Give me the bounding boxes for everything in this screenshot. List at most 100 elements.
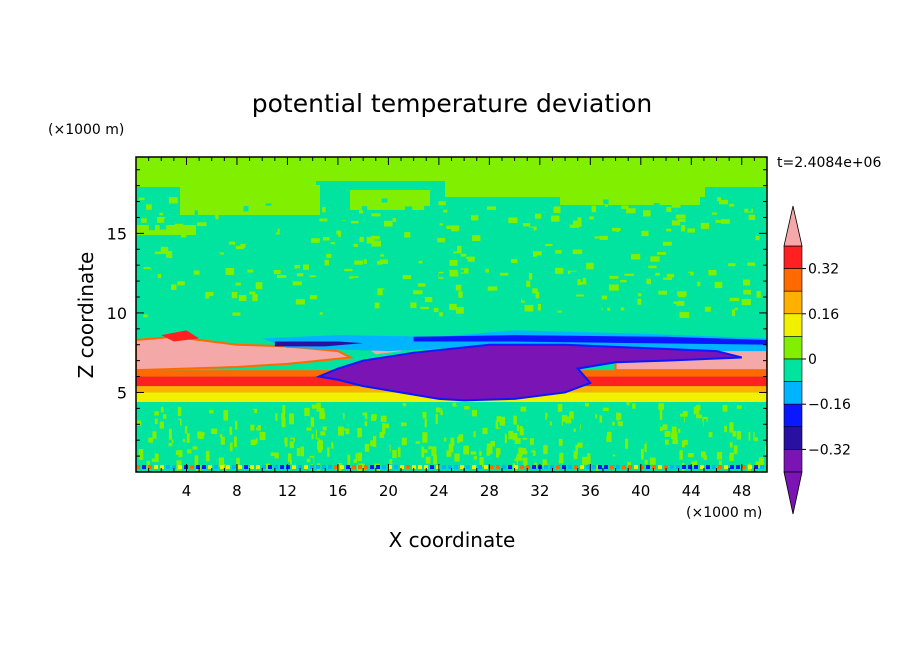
y-axis-ticks: 5 10 15 — [107, 169, 767, 457]
lower-noise-cell — [319, 408, 325, 418]
lower-noise-cell — [257, 425, 261, 431]
upper-noise-cell — [455, 307, 464, 314]
upper-noise-cell — [748, 207, 752, 212]
lower-noise-cell — [678, 445, 682, 452]
colorbar-bin — [783, 358, 803, 382]
upper-noise-cell — [371, 213, 381, 217]
upper-noise-cell — [666, 228, 672, 232]
lower-noise-cell — [716, 402, 722, 412]
lower-noise-cell — [699, 437, 706, 446]
lower-noise-cell — [762, 410, 767, 418]
lower-noise-cell — [633, 432, 638, 438]
surface-noise-cell — [556, 465, 560, 469]
upper-noise-cell — [601, 295, 608, 300]
upper-noise-cell — [682, 291, 687, 297]
x-tick-label: 16 — [328, 482, 347, 500]
upper-noise-cell — [381, 198, 388, 203]
colorbar-label: 0.16 — [808, 307, 839, 323]
upper-noise-cell — [741, 294, 750, 300]
upper-noise-cell — [586, 262, 594, 270]
upper-noise-cell — [232, 312, 241, 316]
upper-noise-cell — [196, 222, 207, 227]
upper-noise-cell — [353, 243, 358, 247]
upper-noise-cell — [582, 277, 587, 284]
lower-noise-cell — [206, 409, 210, 418]
lower-noise-cell — [438, 436, 441, 445]
upper-noise-cell — [332, 217, 342, 223]
upper-noise-cell — [427, 260, 433, 267]
upper-noise-cell — [154, 266, 160, 270]
lower-noise-cell — [664, 430, 671, 437]
surface-noise-cell — [148, 465, 152, 469]
upper-noise-cell — [247, 269, 254, 273]
upper-noise-cell — [391, 288, 400, 295]
lower-noise-cell — [527, 452, 534, 458]
lower-noise-cell — [218, 457, 224, 467]
lower-noise-cell — [497, 448, 501, 455]
upper-noise-cell — [560, 222, 568, 229]
lower-noise-cell — [312, 439, 317, 450]
lower-noise-cell — [444, 437, 447, 442]
upper-noise-cell — [263, 275, 269, 280]
lower-noise-cell — [392, 455, 398, 464]
lower-noise-cell — [177, 406, 182, 416]
lower-noise-cell — [360, 436, 367, 443]
surface-noise-cell — [232, 465, 236, 469]
lower-noise-cell — [159, 421, 164, 429]
surface-noise-cell — [340, 465, 344, 469]
lower-noise-cell — [187, 449, 192, 454]
lower-noise-cell — [580, 438, 585, 446]
upper-noise-cell — [741, 221, 750, 229]
lower-noise-cell — [644, 441, 647, 450]
upper-noise-cell — [159, 223, 167, 230]
upper-noise-cell — [471, 215, 479, 221]
lower-noise-cell — [503, 445, 508, 452]
lower-noise-cell — [404, 408, 408, 420]
y-tick-label: 10 — [107, 304, 127, 323]
upper-noise-cell — [610, 281, 617, 287]
upper-noise-cell — [443, 209, 448, 213]
lower-noise-cell — [379, 432, 385, 438]
upper-noise-cell — [497, 206, 502, 211]
surface-noise-cell — [598, 465, 602, 469]
surface-noise-cell — [610, 465, 614, 469]
upper-noise-cell — [602, 305, 608, 313]
upper-noise-cell — [359, 210, 364, 214]
lower-noise-cell — [310, 417, 315, 427]
lower-noise-cell — [484, 457, 490, 469]
lower-noise-cell — [746, 423, 751, 429]
lower-noise-cell — [764, 416, 767, 425]
surface-noise-cell — [190, 465, 194, 469]
lower-noise-cell — [203, 436, 208, 442]
upper-noise-cell — [395, 230, 402, 234]
lower-noise-cell — [595, 414, 598, 419]
upper-noise-cell — [709, 225, 717, 228]
upper-noise-cell — [335, 266, 343, 272]
upper-noise-cell — [510, 291, 516, 294]
surface-noise-cell — [700, 465, 704, 469]
lower-noise-cell — [479, 409, 483, 413]
upper-noise-cell — [577, 217, 582, 223]
upper-noise-cell — [217, 252, 224, 255]
lower-noise-cell — [736, 431, 742, 440]
lower-noise-cell — [458, 434, 464, 442]
surface-noise-cell — [250, 465, 254, 469]
upper-noise-cell — [231, 292, 238, 299]
upper-noise-cell — [192, 203, 199, 207]
lower-noise-cell — [168, 439, 172, 443]
upper-noise-cell — [136, 303, 141, 307]
lower-noise-cell — [649, 457, 656, 465]
upper-noise-cell — [711, 212, 718, 215]
upper-noise-cell — [590, 300, 598, 306]
surface-noise-cell — [520, 465, 524, 469]
x-tick-label: 36 — [581, 482, 600, 500]
lower-noise-cell — [365, 415, 368, 420]
lower-noise-cell — [672, 440, 679, 445]
lower-noise-cell — [659, 409, 663, 420]
lower-noise-cell — [327, 447, 330, 457]
upper-noise-cell — [620, 307, 625, 311]
upper-noise-cell — [708, 270, 717, 276]
upper-noise-cell — [354, 260, 363, 265]
upper-noise-cell — [379, 259, 388, 264]
upper-noise-cell — [422, 258, 427, 265]
